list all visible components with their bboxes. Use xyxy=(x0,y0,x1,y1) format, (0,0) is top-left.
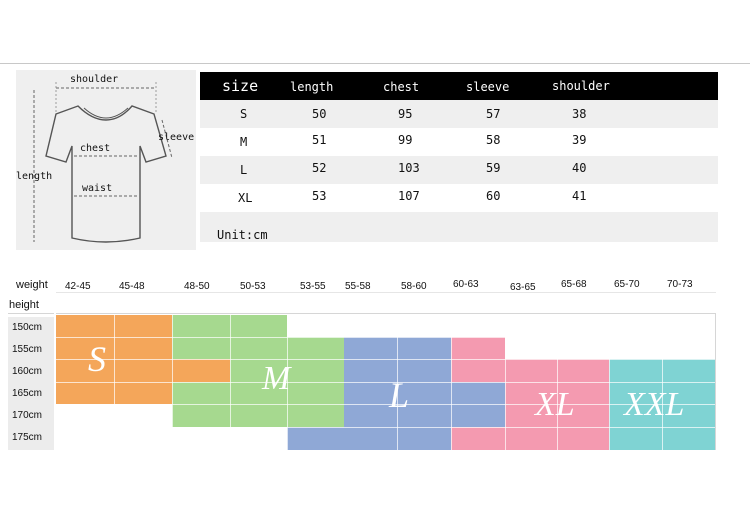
top-divider xyxy=(0,63,750,64)
size-s-block xyxy=(172,359,230,382)
grid-line xyxy=(56,404,716,405)
weight-axis-label: weight xyxy=(16,279,48,291)
weight-tick: 45-48 xyxy=(119,281,145,292)
grid-line xyxy=(56,359,716,360)
grid-line xyxy=(114,315,115,450)
cell-size: S xyxy=(240,107,248,121)
grid-line xyxy=(287,315,288,450)
height-tick: 175cm xyxy=(12,432,43,443)
cell-size: XL xyxy=(238,191,253,205)
cell-chest: 107 xyxy=(398,189,420,203)
table-unit-row: Unit:cm xyxy=(200,212,718,242)
cell-length: 51 xyxy=(312,133,327,147)
grid-line xyxy=(451,337,452,450)
weight-tick: 63-65 xyxy=(510,282,536,293)
table-row: M 51 99 58 39 xyxy=(200,128,718,156)
t-shirt-outline-icon xyxy=(33,82,173,243)
grid-line xyxy=(56,427,716,428)
size-l-block xyxy=(287,427,451,450)
cell-sleeve: 57 xyxy=(486,107,501,121)
header-size: size xyxy=(222,77,259,95)
grid-line xyxy=(505,359,506,450)
weight-tick: 65-68 xyxy=(561,279,587,290)
header-shoulder: shoulder xyxy=(552,79,610,93)
cell-length: 52 xyxy=(312,161,327,175)
cell-sleeve: 59 xyxy=(486,161,501,175)
cell-chest: 99 xyxy=(398,133,413,147)
size-m-block xyxy=(172,382,230,404)
size-table-header: size length chest sleeve shoulder xyxy=(200,72,718,100)
grid-line xyxy=(230,315,231,450)
diagram-label-length: length xyxy=(16,171,53,182)
size-label-m: M xyxy=(262,360,291,397)
shirt-diagram: shoulder sleeve chest waist length xyxy=(16,70,196,250)
cell-shoulder: 40 xyxy=(572,161,587,175)
height-label-line xyxy=(8,313,54,314)
weight-tick: 53-55 xyxy=(300,281,326,292)
diagram-label-shoulder: shoulder xyxy=(70,74,119,85)
weight-tick: 42-45 xyxy=(65,281,91,292)
height-tick: 160cm xyxy=(12,366,43,377)
unit-label: Unit:cm xyxy=(217,228,268,242)
diagram-label-waist: waist xyxy=(82,183,113,194)
grid-line xyxy=(715,313,716,450)
header-sleeve: sleeve xyxy=(466,80,510,94)
height-column xyxy=(8,317,54,450)
size-m-block xyxy=(172,337,344,359)
grid-line xyxy=(609,359,610,450)
size-label-xl: XL xyxy=(535,386,575,423)
cell-length: 53 xyxy=(312,189,327,203)
weight-tick: 50-53 xyxy=(240,281,266,292)
cell-size: L xyxy=(240,163,248,177)
weight-tick: 65-70 xyxy=(614,279,640,290)
size-xl-block xyxy=(451,427,505,450)
height-axis-label: height xyxy=(9,299,39,311)
height-tick: 150cm xyxy=(12,322,43,333)
size-m-block xyxy=(172,404,344,427)
height-tick: 165cm xyxy=(12,388,43,399)
cell-length: 50 xyxy=(312,107,327,121)
diagram-label-sleeve: sleeve xyxy=(158,132,195,143)
weight-tick: 70-73 xyxy=(667,279,693,290)
weight-tick: 48-50 xyxy=(184,281,210,292)
header-chest: chest xyxy=(383,80,420,94)
weight-tick: 55-58 xyxy=(345,281,371,292)
cell-chest: 103 xyxy=(398,161,420,175)
grid-line xyxy=(56,382,716,383)
cell-sleeve: 60 xyxy=(486,189,501,203)
grid-line xyxy=(56,337,716,338)
cell-shoulder: 38 xyxy=(572,107,587,121)
grid-line xyxy=(397,337,398,450)
header-length: length xyxy=(290,80,334,94)
height-tick: 170cm xyxy=(12,410,43,421)
cell-size: M xyxy=(240,135,248,149)
table-row: XL 53 107 60 41 xyxy=(200,184,718,212)
height-tick: 155cm xyxy=(12,344,43,355)
table-row: L 52 103 59 40 xyxy=(200,156,718,184)
cell-shoulder: 39 xyxy=(572,133,587,147)
weight-header-line xyxy=(56,292,716,293)
weight-header-line xyxy=(56,313,716,314)
size-label-xxl: XXL xyxy=(624,386,685,423)
grid-line xyxy=(557,359,558,450)
weight-tick: 60-63 xyxy=(453,279,479,290)
grid-line xyxy=(662,359,663,450)
cell-shoulder: 41 xyxy=(572,189,587,203)
size-m-block xyxy=(172,315,287,338)
cell-sleeve: 58 xyxy=(486,133,501,147)
grid-line xyxy=(172,315,173,450)
weight-tick: 58-60 xyxy=(401,281,427,292)
size-label-l: L xyxy=(389,375,410,415)
cell-chest: 95 xyxy=(398,107,413,121)
size-label-s: S xyxy=(88,339,106,379)
table-row: S 50 95 57 38 xyxy=(200,100,718,128)
diagram-label-chest: chest xyxy=(80,143,111,154)
